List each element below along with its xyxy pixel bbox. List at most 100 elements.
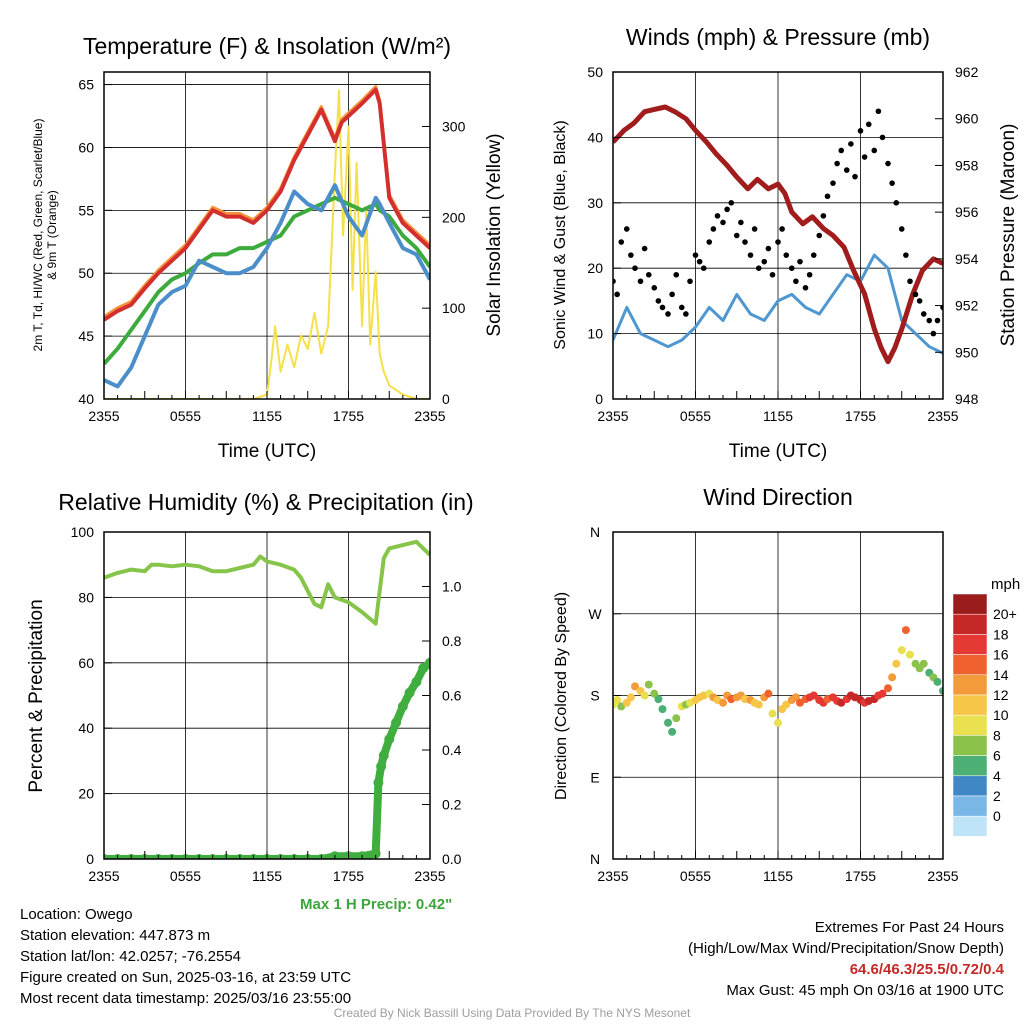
colorbar-label: 12: [993, 687, 1009, 703]
direction-point: [631, 682, 639, 691]
y-left-tick-label: 30: [587, 195, 603, 211]
x-tick-label: 0555: [680, 868, 711, 884]
gust-point: [614, 291, 620, 298]
gust-point: [618, 239, 625, 245]
gust-point: [903, 252, 909, 258]
y-right-tick-label: 200: [442, 209, 466, 225]
gust-point: [779, 226, 785, 232]
gust-point: [683, 311, 689, 317]
colorbar-swatch: [952, 775, 988, 797]
gust-point: [637, 278, 644, 285]
gust-point: [738, 219, 744, 226]
hi-wc-line: [104, 183, 430, 389]
y-right-tick-label: 960: [955, 111, 979, 127]
direction-point: [933, 677, 942, 686]
direction-tick-label: N: [590, 851, 600, 867]
gust-point: [747, 252, 754, 258]
x-tick-label: 2355: [414, 868, 445, 884]
y-right-tick-label: 958: [955, 157, 979, 173]
precipitation-point: [373, 777, 384, 788]
y-left-tick-label: 65: [78, 77, 94, 93]
y-right-tick-label: 950: [955, 344, 979, 360]
direction-point: [809, 691, 818, 700]
wind-title: Winds (mph) & Pressure (mb): [626, 24, 930, 50]
temperature-series: [104, 85, 430, 399]
direction-point: [791, 693, 800, 702]
gust-point: [802, 285, 809, 291]
direction-point: [672, 714, 681, 723]
x-tick-label: 1155: [252, 408, 282, 424]
colorbar-swatch: [952, 613, 988, 635]
direction-tick-label: S: [590, 688, 599, 704]
gust-point: [879, 134, 886, 141]
temperature-panel: Temperature (F) & Insolation (W/m²) 2355…: [31, 33, 505, 462]
y-left-tick-label: 40: [78, 720, 94, 736]
x-tick-label: 1755: [333, 868, 364, 884]
direction-point: [654, 695, 663, 704]
temperature-xlabel: Time (UTC): [218, 441, 317, 462]
gust-point: [871, 147, 878, 154]
recent-data-text: Most recent data timestamp: 2025/03/16 2…: [20, 990, 352, 1007]
gust-point: [793, 278, 799, 285]
colorbar-swatch: [952, 714, 988, 736]
direction-point: [897, 646, 906, 655]
y-left-tick-label: 10: [587, 326, 603, 342]
created-text: Figure created on Sun, 2025-03-16, at 23…: [20, 969, 352, 986]
direction-point: [664, 718, 672, 727]
y-left-tick-label: 60: [78, 139, 94, 155]
gust-point: [912, 291, 919, 298]
humidity-panel: Relative Humidity (%) & Precipitation (i…: [26, 489, 474, 884]
gust-point: [806, 271, 813, 278]
direction-point: [892, 659, 901, 668]
direction-point: [658, 705, 667, 714]
sonic-wind-line: [613, 253, 943, 355]
location-text: Location: Owego: [20, 906, 133, 923]
gust-point: [669, 291, 675, 298]
colorbar-label: 18: [993, 626, 1009, 642]
gust-point: [733, 232, 740, 239]
elevation-text: Station elevation: 447.873 m: [20, 927, 211, 944]
x-tick-label: 1155: [763, 868, 793, 884]
gust-point: [628, 252, 634, 258]
direction-title: Wind Direction: [703, 484, 853, 510]
x-tick-label: 2355: [88, 868, 119, 884]
precipitation-point: [425, 657, 430, 668]
direction-point: [878, 689, 887, 698]
relative-humidity-line: [104, 539, 430, 626]
credit-text: Created By Nick Bassill Using Data Provi…: [333, 1006, 691, 1020]
gust-point: [692, 252, 699, 258]
gust-point: [830, 180, 836, 186]
colorbar-swatch: [952, 755, 988, 777]
direction-point: [939, 686, 943, 695]
gust-point: [926, 317, 933, 324]
gust-point: [885, 160, 891, 167]
y-left-tick-label: 40: [78, 391, 94, 407]
extremes-values: 64.6/46.3/25.5/0.72/0.4: [849, 961, 1004, 978]
gust-point: [775, 239, 781, 245]
gust-point: [893, 200, 900, 206]
wind-series: [613, 104, 943, 365]
y-right-tick-label: 0.2: [442, 797, 462, 813]
colorbar-label: 2: [993, 788, 1001, 804]
direction-point: [626, 693, 635, 702]
gust-point: [857, 128, 864, 134]
gust-point: [687, 278, 693, 285]
wind-ticks: 2355 0555 1155 1755 235501020304050948950952…: [587, 64, 978, 424]
direction-grid: [613, 532, 943, 859]
humidity-title: Relative Humidity (%) & Precipitation (i…: [58, 489, 473, 515]
gust-point: [861, 154, 868, 160]
x-tick-label: 1755: [845, 408, 876, 424]
direction-ylabel-left: Direction (Colored By Speed): [553, 592, 570, 800]
gust-point: [645, 271, 652, 278]
y-left-tick-label: 100: [71, 524, 95, 540]
colorbar-label: 14: [993, 667, 1009, 683]
gust-point: [651, 285, 658, 291]
colorbar-label: 10: [993, 707, 1009, 723]
y-left-tick-label: 20: [587, 260, 603, 276]
gust-point: [907, 278, 913, 285]
speed-colorbar: 20+ 18 16 14 12 10 8 6 4 2 0: [952, 593, 1017, 837]
y-right-tick-label: 100: [442, 300, 466, 316]
x-tick-label: 2355: [88, 408, 119, 424]
